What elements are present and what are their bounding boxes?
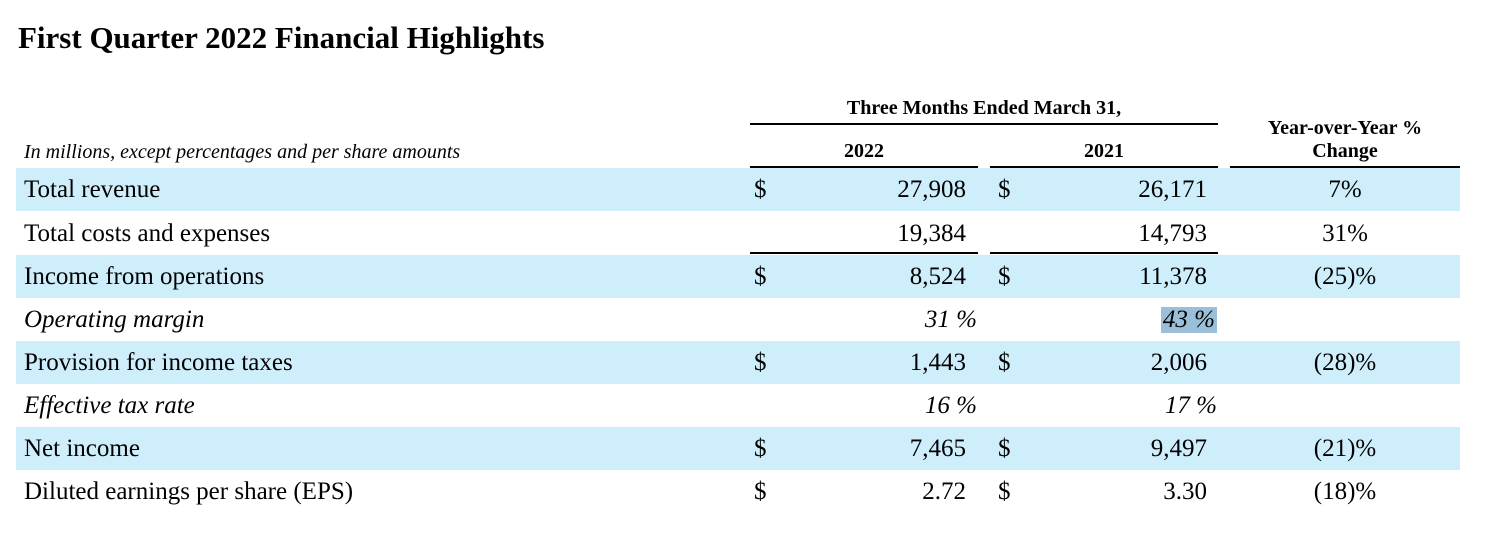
value-2021: 26,171 [1138, 176, 1207, 203]
currency-symbol: $ [754, 263, 767, 290]
value-2022: 31 % [924, 306, 977, 333]
currency-symbol: $ [998, 349, 1011, 376]
table-row-provision-income-taxes: Provision for income taxes $ 1,443 $ 2,0… [16, 341, 1460, 384]
row-label: Operating margin [24, 306, 205, 333]
selection-highlight: 43 % [1160, 306, 1217, 333]
period-group-header: Three Months Ended March 31, [846, 97, 1122, 119]
column-header-2022: 2022 [844, 140, 884, 162]
value-2021: 17 % [1164, 392, 1217, 419]
value-2022: 8,524 [909, 263, 966, 290]
column-rule-yoy [1230, 166, 1460, 168]
table-row-operating-margin: Operating margin 31 % 43 % [16, 298, 1460, 341]
column-rule-2022 [750, 166, 978, 168]
yoy-change: (21)% [1313, 435, 1377, 462]
period-header-rule [750, 123, 1218, 125]
value-2021: 11,378 [1139, 263, 1207, 290]
value-2022: 2.72 [922, 478, 966, 505]
value-2022: 27,908 [897, 176, 966, 203]
row-label: Diluted earnings per share (EPS) [24, 478, 354, 505]
row-label: Total costs and expenses [24, 220, 271, 247]
row-label: Income from operations [24, 263, 265, 290]
table-row-net-income: Net income $ 7,465 $ 9,497 (21)% [16, 427, 1460, 470]
value-2022: 16 % [924, 392, 977, 419]
column-header-2021: 2021 [1084, 140, 1124, 162]
row-label: Effective tax rate [24, 392, 195, 419]
value-2022: 7,465 [909, 435, 966, 462]
value-2021: 3.30 [1163, 478, 1207, 505]
yoy-change [1230, 384, 1460, 427]
yoy-change: (18)% [1313, 478, 1377, 505]
yoy-change [1230, 298, 1460, 341]
value-2021: 9,497 [1150, 435, 1207, 462]
value-2022: 1,443 [909, 349, 966, 376]
currency-symbol: $ [754, 435, 767, 462]
currency-symbol: $ [998, 435, 1011, 462]
currency-symbol: $ [754, 176, 767, 203]
table-row-total-costs: Total costs and expenses 19,384 14,793 3… [16, 212, 1460, 255]
currency-symbol: $ [754, 349, 767, 376]
value-2021: 2,006 [1150, 349, 1207, 376]
page-title: First Quarter 2022 Financial Highlights [18, 20, 545, 55]
value-2021: 14,793 [1138, 220, 1207, 247]
currency-symbol: $ [998, 263, 1011, 290]
table-row-diluted-eps: Diluted earnings per share (EPS) $ 2.72 … [16, 470, 1460, 513]
column-rule-2021 [990, 166, 1218, 168]
yoy-change: 7% [1328, 176, 1362, 203]
row-label: Provision for income taxes [24, 349, 293, 376]
table-row-total-revenue: Total revenue $ 27,908 $ 26,171 7% [16, 168, 1460, 211]
table-row-income-from-operations: Income from operations $ 8,524 $ 11,378 … [16, 255, 1460, 298]
yoy-change-header: Year-over-Year % Change [1230, 117, 1460, 163]
currency-symbol: $ [998, 478, 1011, 505]
value-2022: 19,384 [897, 220, 966, 247]
yoy-header-line1: Year-over-Year % [1267, 117, 1423, 139]
currency-symbol: $ [998, 176, 1011, 203]
yoy-change: (25)% [1313, 263, 1377, 290]
yoy-change: 31% [1322, 220, 1368, 247]
table-row-effective-tax-rate: Effective tax rate 16 % 17 % [16, 384, 1460, 427]
currency-symbol: $ [754, 478, 767, 505]
value-2021-highlighted: 43 % [1160, 298, 1217, 341]
subtotal-rule-2022 [750, 252, 978, 254]
subtotal-rule-2021 [990, 252, 1218, 254]
units-note: In millions, except percentages and per … [24, 141, 461, 163]
yoy-header-line2: Change [1312, 140, 1378, 162]
row-label: Total revenue [24, 176, 161, 203]
yoy-change: (28)% [1313, 349, 1377, 376]
row-label: Net income [24, 435, 140, 462]
